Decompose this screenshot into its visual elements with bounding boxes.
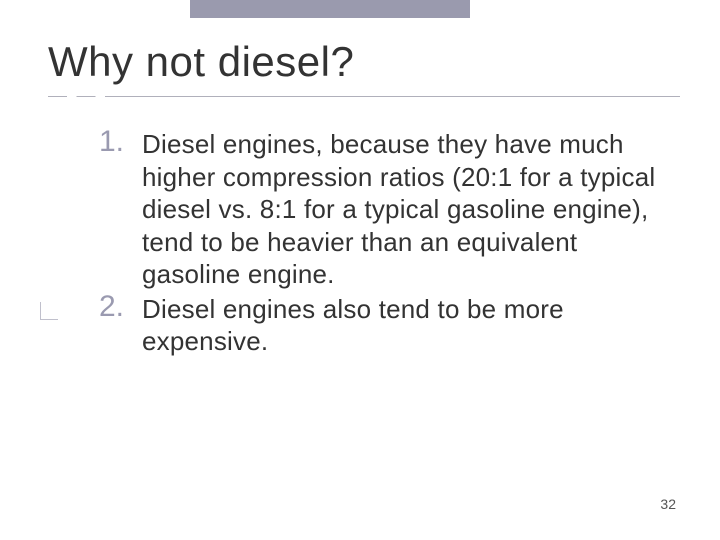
list-item: 2. Diesel engines also tend to be more e… — [72, 293, 660, 358]
slide-title: Why not diesel? — [48, 38, 680, 92]
page-number: 32 — [660, 496, 676, 512]
content-list: 1. Diesel engines, because they have muc… — [72, 128, 660, 360]
list-item: 1. Diesel engines, because they have muc… — [72, 128, 660, 291]
corner-decoration — [40, 302, 58, 320]
list-number: 2. — [72, 290, 128, 323]
title-underline — [48, 96, 680, 97]
top-accent-bar — [190, 0, 470, 18]
list-text: Diesel engines also tend to be more expe… — [128, 293, 660, 358]
list-text: Diesel engines, because they have much h… — [128, 128, 660, 291]
title-block: Why not diesel? — [48, 38, 680, 97]
list-number: 1. — [72, 125, 128, 158]
